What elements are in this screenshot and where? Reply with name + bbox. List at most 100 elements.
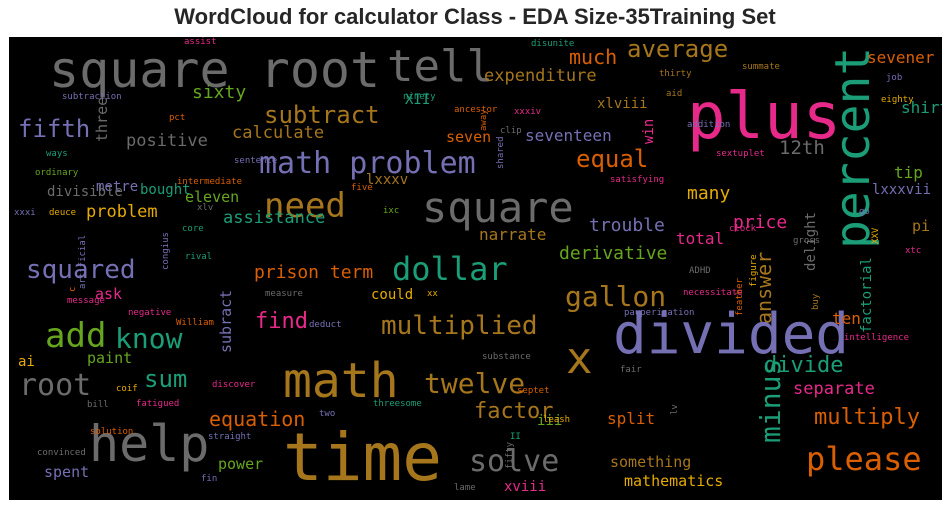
word-xii: XII [405, 92, 431, 108]
word-lxxxvii: lxxxvii [872, 182, 932, 198]
word-equation: equation [209, 407, 306, 431]
word-deduct: deduct [309, 320, 342, 330]
word-problem: problem [86, 202, 158, 222]
word-thirty: thirty [659, 69, 692, 79]
word-narrate: narrate [479, 225, 547, 244]
word-summate: summate [742, 62, 780, 72]
word-pi: pi [912, 217, 931, 235]
word-fatigued: fatigued [136, 399, 180, 409]
word-five: five [351, 183, 373, 193]
word-seventeen: seventeen [525, 126, 612, 145]
word-sextuplet: sextuplet [716, 149, 765, 159]
word-iii: iii [537, 413, 563, 429]
word-fifth: fifth [18, 115, 91, 143]
word-sum: sum [144, 365, 188, 393]
word-find: find [255, 309, 308, 334]
word-eleven: eleven [185, 188, 240, 206]
word-job: job [886, 73, 903, 83]
word-threesome: threesome [373, 399, 422, 409]
word-core: core [182, 224, 204, 234]
word-message: message [67, 296, 105, 306]
word-intelligence: intelligence [844, 333, 910, 343]
word-x: x [566, 333, 593, 384]
word-help: help [89, 415, 210, 473]
word-12th: 12th [779, 137, 825, 159]
word-two: two [319, 409, 336, 419]
word-rival: rival [185, 252, 213, 262]
word-ask: ask [95, 285, 123, 303]
word-feather: feather [735, 278, 745, 316]
word-plus: plus [687, 80, 842, 154]
word-ancestor: ancestor [454, 105, 498, 115]
word-root: root [19, 368, 92, 403]
word-deuce: deuce [49, 208, 77, 218]
word-lxxxv: lxxxv [366, 172, 409, 188]
word-straight: straight [208, 432, 252, 442]
word-xxxi: xxxi [14, 208, 36, 218]
word-square: square [422, 183, 574, 232]
word-bill: bill [87, 400, 109, 410]
word-lv: lv [670, 404, 680, 415]
word-intermediate: intermediate [177, 177, 243, 187]
word-factorial: factorial [859, 257, 875, 333]
word-xlviii: xlviii [597, 96, 648, 112]
chart-title: WordCloud for calculator Class - EDA Siz… [174, 4, 776, 29]
word-figure: figure [749, 254, 759, 287]
word-solution: solution [90, 427, 134, 437]
word-divisible: divisible [47, 184, 123, 200]
word-convinced: convinced [37, 448, 86, 458]
word-square-root: square root [49, 41, 381, 99]
word-need: need [264, 186, 346, 226]
word-dollar: dollar [392, 250, 508, 288]
word-total: total [676, 229, 725, 248]
word-tip: tip [894, 163, 923, 182]
word-derivative: derivative [559, 243, 668, 264]
word-solve: solve [469, 444, 560, 479]
word-subtract: subtract [264, 101, 380, 129]
word-c: c [68, 286, 78, 292]
word-equal: equal [576, 145, 649, 173]
word-artificial: artificial [78, 234, 88, 289]
word-william: William [176, 318, 214, 328]
word-subtraction: subtraction [62, 92, 122, 102]
word-tell: tell [387, 41, 493, 92]
word-xxv: XXV [871, 227, 881, 244]
word-xx: xx [427, 289, 438, 299]
word-discover: discover [212, 380, 256, 390]
word-ii: II [510, 432, 521, 442]
word-math: math [283, 353, 399, 409]
word-average: average [627, 37, 729, 63]
word-addition: addition [687, 120, 731, 130]
word-know: know [115, 322, 183, 355]
word-satisfying: satisfying [610, 175, 665, 185]
word-coif: coif [116, 384, 138, 394]
word-septet: septet [517, 386, 550, 396]
word-away: away [479, 109, 489, 131]
word-xxxiv: xxxiv [514, 107, 542, 117]
word-squared: squared [26, 255, 136, 285]
word-lame: lame [454, 483, 476, 493]
wordcloud-canvas: square root tell plus percent divided time hel… [9, 37, 942, 500]
word-aid: aid [666, 89, 683, 99]
word-assistance: assistance [223, 208, 326, 228]
word-pauperization: pauperization [624, 308, 695, 318]
word-trouble: trouble [589, 215, 665, 236]
word-buy: buy [811, 293, 821, 310]
word-positive: positive [126, 131, 208, 151]
word-adhd: ADHD [689, 266, 711, 276]
word-substance: substance [482, 352, 531, 362]
word-much: much [569, 45, 618, 69]
word-ninety: ninety [403, 92, 436, 102]
word-ways: ways [46, 149, 68, 159]
word-price: price [733, 212, 788, 233]
word-ordinary: ordinary [35, 168, 79, 178]
word-gross: gross [793, 236, 821, 246]
word-sentence: sentence [234, 156, 278, 166]
word-fifty: fifty [505, 441, 515, 469]
word-shirts: shirts [901, 98, 942, 117]
word-ten: ten [832, 309, 861, 328]
word-necessitate: necessitate [683, 288, 743, 298]
word-gallon: gallon [565, 280, 667, 313]
word-bought: bought [140, 182, 191, 198]
word-paint: paint [87, 349, 133, 367]
